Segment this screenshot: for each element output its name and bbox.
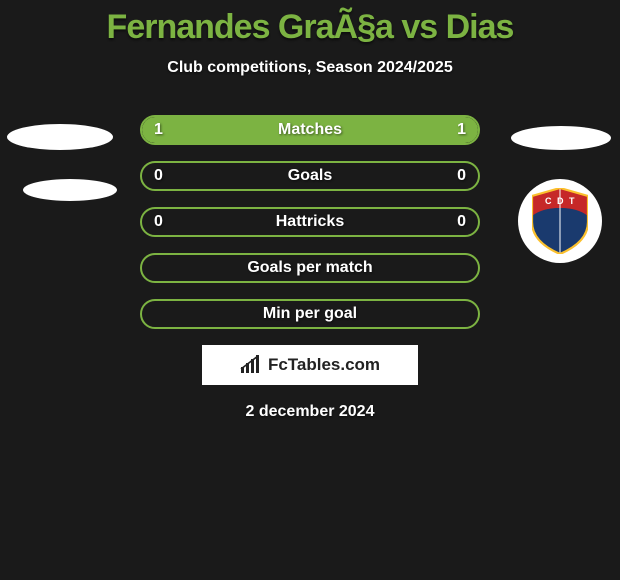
stat-value-right: 1 [457, 121, 466, 139]
stats-container: 1 Matches 1 0 Goals 0 0 Hattricks 0 Goal… [0, 115, 620, 329]
stat-row-hattricks: 0 Hattricks 0 [140, 207, 480, 237]
bar-chart-icon [240, 355, 262, 375]
stat-row-goals-per-match: Goals per match [140, 253, 480, 283]
stat-value-left: 1 [154, 121, 163, 139]
stat-value-left: 0 [154, 167, 163, 185]
stat-label: Goals [288, 167, 332, 185]
stat-label: Goals per match [247, 259, 372, 277]
stat-label: Hattricks [276, 213, 344, 231]
page-title: Fernandes GraÃ§a vs Dias [0, 0, 620, 47]
stat-value-right: 0 [457, 167, 466, 185]
stat-row-min-per-goal: Min per goal [140, 299, 480, 329]
stat-value-right: 0 [457, 213, 466, 231]
subtitle: Club competitions, Season 2024/2025 [0, 59, 620, 77]
date-text: 2 december 2024 [0, 403, 620, 421]
stat-row-matches: 1 Matches 1 [140, 115, 480, 145]
stat-label: Matches [278, 121, 342, 139]
stat-label: Min per goal [263, 305, 357, 323]
stat-row-goals: 0 Goals 0 [140, 161, 480, 191]
brand-box[interactable]: FcTables.com [202, 345, 418, 385]
stat-value-left: 0 [154, 213, 163, 231]
brand-text: FcTables.com [268, 355, 380, 375]
